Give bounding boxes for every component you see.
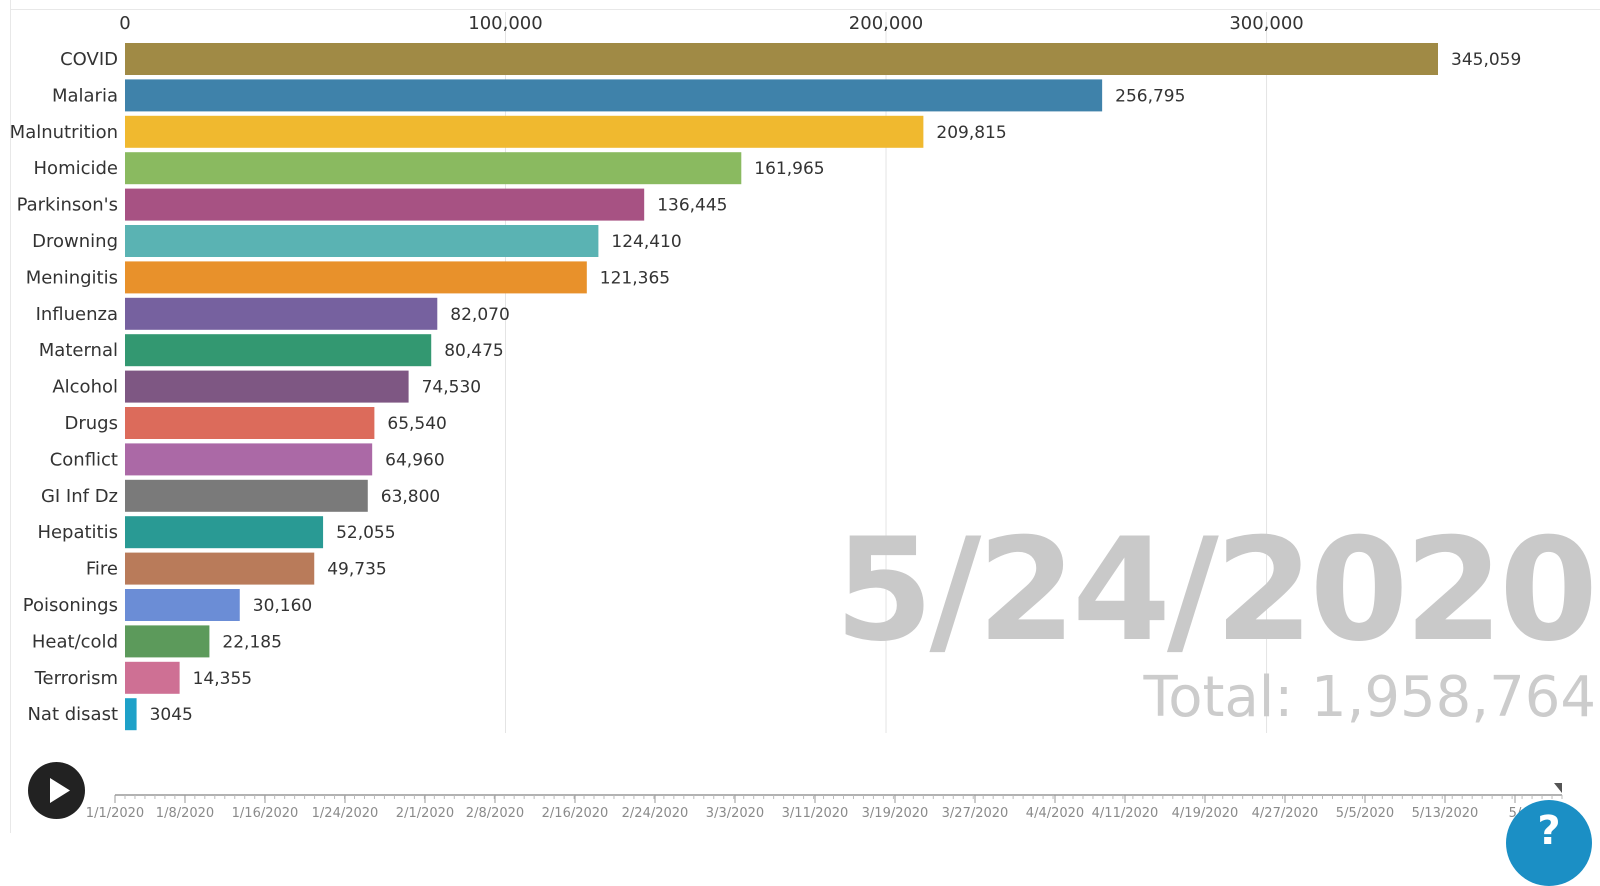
category-label: Homicide xyxy=(34,158,118,179)
value-label: 345,059 xyxy=(1451,50,1521,70)
x-tick-label: 100,000 xyxy=(468,13,542,34)
category-label: Malaria xyxy=(52,85,118,106)
category-label: Parkinson's xyxy=(17,195,118,216)
value-label: 82,070 xyxy=(450,305,509,325)
bar xyxy=(125,43,1438,75)
value-label: 52,055 xyxy=(336,523,395,543)
category-label: Terrorism xyxy=(34,668,118,689)
bar xyxy=(125,552,315,585)
bar xyxy=(125,661,180,694)
category-label: Influenza xyxy=(36,304,118,325)
timeline-label: 4/19/2020 xyxy=(1172,806,1239,821)
timeline-label: 2/24/2020 xyxy=(622,806,689,821)
help-button[interactable]: ? xyxy=(1506,800,1592,886)
bar xyxy=(125,625,210,658)
timeline-label: 1/24/2020 xyxy=(312,806,379,821)
timeline-label: 3/11/2020 xyxy=(782,806,849,821)
bar xyxy=(125,443,373,476)
category-label: Nat disast xyxy=(27,704,118,725)
play-icon xyxy=(50,778,70,803)
timeline-handle xyxy=(1554,783,1562,793)
bar xyxy=(125,479,368,512)
bar-chart: 0 100,000 200,000 300,000 COVID Malaria Malnu… xyxy=(10,12,1563,821)
timeline-label: 3/27/2020 xyxy=(942,806,1009,821)
x-axis-ticks: 0 100,000 200,000 300,000 xyxy=(119,13,1303,34)
bar xyxy=(125,297,438,330)
timeline-label: 1/8/2020 xyxy=(156,806,214,821)
value-label: 65,540 xyxy=(387,414,446,434)
category-label: Hepatitis xyxy=(37,522,118,543)
timeline-label: 2/16/2020 xyxy=(542,806,609,821)
value-label: 22,185 xyxy=(222,632,281,652)
category-label: Conflict xyxy=(50,449,118,470)
value-label: 49,735 xyxy=(327,560,386,580)
bar xyxy=(125,589,240,621)
timeline-label: 4/11/2020 xyxy=(1092,806,1159,821)
value-label: 14,355 xyxy=(193,669,252,689)
category-label: GI Inf Dz xyxy=(41,486,118,507)
value-label: 63,800 xyxy=(381,487,440,507)
play-button[interactable] xyxy=(28,762,85,819)
bars xyxy=(125,43,1438,731)
total-count: Total: 1,958,764 xyxy=(1143,665,1596,730)
value-label: 74,530 xyxy=(422,378,481,398)
bar xyxy=(125,79,1103,112)
bar xyxy=(125,152,742,185)
value-label: 136,445 xyxy=(657,196,727,216)
value-label: 256,795 xyxy=(1115,86,1185,106)
bar xyxy=(125,115,924,148)
value-label: 121,365 xyxy=(600,268,670,288)
timeline-label: 3/3/2020 xyxy=(706,806,764,821)
bar xyxy=(125,261,587,294)
category-label: COVID xyxy=(60,49,118,70)
bar xyxy=(125,225,599,257)
timeline-label: 1/1/2020 xyxy=(86,806,144,821)
category-label: Meningitis xyxy=(26,267,118,288)
bar xyxy=(125,334,432,367)
category-label: Malnutrition xyxy=(10,122,118,143)
timeline-label: 4/4/2020 xyxy=(1026,806,1084,821)
value-label: 80,475 xyxy=(444,341,503,361)
category-label: Poisonings xyxy=(23,595,118,616)
timeline-label: 5/5/2020 xyxy=(1336,806,1394,821)
x-tick-label: 300,000 xyxy=(1229,13,1303,34)
timeline-label: 5/13/2020 xyxy=(1412,806,1479,821)
value-label: 64,960 xyxy=(385,450,444,470)
timeline-label: 3/19/2020 xyxy=(862,806,929,821)
value-label: 161,965 xyxy=(754,159,824,179)
x-tick-label: 0 xyxy=(119,13,130,34)
value-label: 30,160 xyxy=(253,596,312,616)
category-label: Heat/cold xyxy=(32,631,118,652)
x-tick-label: 200,000 xyxy=(849,13,923,34)
bar xyxy=(125,370,409,403)
category-label: Alcohol xyxy=(52,377,118,398)
frame-top-border xyxy=(10,9,1600,10)
question-icon: ? xyxy=(1537,808,1561,854)
value-label: 124,410 xyxy=(611,232,681,252)
value-label: 209,815 xyxy=(936,123,1006,143)
bar xyxy=(125,407,375,439)
bar xyxy=(125,698,137,731)
bar xyxy=(125,188,645,221)
timeline-axis: 1/1/2020 1/8/2020 1/16/2020 1/24/2020 2/1/20… xyxy=(86,783,1563,821)
category-label: Drowning xyxy=(32,231,118,252)
value-labels: 345,059 256,795 209,815 161,965 136,445 124,4… xyxy=(150,50,1522,725)
category-label: Drugs xyxy=(65,413,118,434)
frame-left-border xyxy=(10,0,11,833)
category-label: Maternal xyxy=(39,340,118,361)
category-labels: COVID Malaria Malnutrition Homicide Parkinso… xyxy=(10,49,118,725)
timeline-label: 4/27/2020 xyxy=(1252,806,1319,821)
timeline-label: 2/1/2020 xyxy=(396,806,454,821)
value-label: 3045 xyxy=(150,705,193,725)
category-label: Fire xyxy=(86,559,118,580)
timeline-label: 1/16/2020 xyxy=(232,806,299,821)
bar xyxy=(125,516,324,549)
current-date: 5/24/2020 xyxy=(834,508,1598,673)
timeline-label: 2/8/2020 xyxy=(466,806,524,821)
